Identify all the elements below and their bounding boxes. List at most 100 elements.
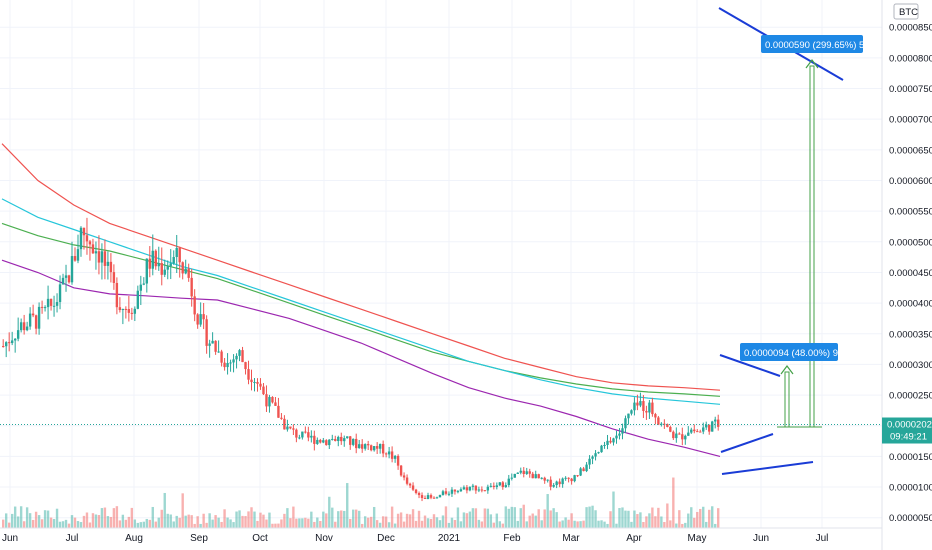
candle-body [642,401,645,411]
candle-body [537,474,540,479]
x-tick-label: Feb [503,533,521,544]
candle-body [115,282,119,308]
measure-label-large-box [761,35,863,53]
volume-bar [187,514,190,528]
currency-label: BTC [899,7,918,18]
volume-bar [115,506,119,528]
volume-bar [426,518,430,528]
volume-bar [489,514,493,528]
candle-body [178,248,181,263]
volume-bar [238,510,241,528]
volume-bar [486,508,490,528]
price-axis[interactable]: 0.00000500.00001000.00001500.00002000.00… [881,0,932,550]
volume-bar [190,515,193,528]
candle-body [426,495,430,499]
candle-body [328,439,331,446]
candle-body [7,342,11,344]
y-tick-label: 0.0000650 [889,145,932,156]
candle-body [46,298,50,308]
volume-bar [322,511,325,528]
candle-body [588,458,591,465]
volume-bar [94,514,98,528]
volume-bar [399,512,403,528]
volume-bar [705,521,708,528]
candle-body [109,261,113,273]
volume-bar [229,519,232,528]
volume-bar [405,513,409,528]
candle-body [648,402,651,413]
candle-body [310,435,313,438]
volume-bar [337,511,340,528]
volume-bar [28,513,32,528]
candle-body [31,313,35,316]
volume-bar [669,520,672,528]
volume-bar [7,522,11,528]
candle-body [690,429,693,433]
candle-body [322,440,325,443]
candle-body [160,263,163,275]
candle-body [525,471,528,474]
candle-body [612,438,615,443]
volume-bar [477,519,481,528]
candle-body [453,489,457,492]
moving-average-line [1,222,721,397]
volume-bar [103,507,107,528]
candle-body [85,235,89,242]
candle-body [304,431,307,433]
candle-body [711,421,714,432]
candle-body [301,431,304,438]
volume-bar [352,509,355,528]
volume-bar [501,523,504,528]
candle-body [268,396,271,407]
volume-bar [346,483,349,528]
volume-bar [19,506,23,528]
volume-bar [585,507,588,528]
candle-body [477,489,481,491]
candle-body [402,475,406,478]
measure-label-large: 0.0000590 (299.65%) 590 [765,40,875,51]
volume-bar [675,523,678,528]
volume-bar [208,513,211,528]
volume-bar [372,506,376,528]
trend-line-low-lower [721,461,814,475]
volume-bar [411,509,415,528]
candle-body [34,315,38,329]
volume-bar [13,506,17,528]
candle-body [49,298,53,306]
volume-bar [211,519,214,528]
volume-bar [567,519,570,528]
y-tick-label: 0.0000400 [889,299,932,310]
volume-bar [271,523,274,528]
volume-bar [292,506,295,528]
volume-bar [304,517,307,528]
volume-bar [175,515,178,528]
volume-bar [579,521,582,528]
volume-bar [91,513,95,528]
volume-bar [672,477,675,528]
candle-body [256,381,259,384]
candle-body [361,444,364,449]
candle-body [495,485,499,488]
volume-bar [537,509,540,528]
volume-bar [286,508,289,528]
volume-bar [49,517,53,528]
volume-bar [325,513,328,528]
candle-body [337,436,340,442]
volume-bar [355,509,358,528]
volume-bar [621,507,624,528]
candle-body [708,424,711,432]
candle-body [414,489,418,493]
time-axis[interactable]: Jun Jul Aug Sep Oct Nov Dec 2021 Feb Mar Apr May Jun… [0,527,882,544]
volume-bar [34,511,38,528]
volume-bar [651,507,654,528]
candle-body [507,478,510,486]
candle-body [82,227,86,236]
candle-body [630,410,633,414]
volume-bar [564,517,567,528]
candle-body [37,306,41,329]
candle-body [151,250,154,269]
candle-body [579,468,582,476]
volume-bar [262,514,265,528]
